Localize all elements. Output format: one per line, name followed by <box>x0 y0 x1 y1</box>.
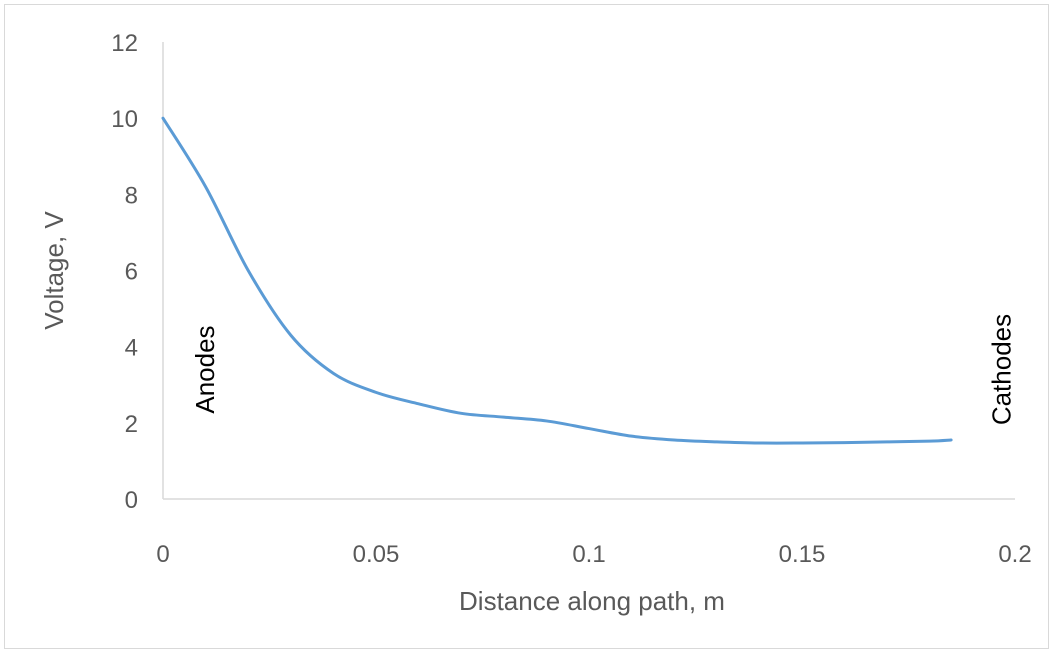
x-tick-label: 0.2 <box>998 541 1031 568</box>
y-tick-label: 8 <box>125 182 138 209</box>
voltage-line-chart: 0 2 4 6 8 10 12 0 0.05 0.1 0.15 0.2 Distance along p… <box>39 30 1032 616</box>
y-tick-label: 2 <box>125 411 138 438</box>
x-tick-label: 0.15 <box>779 541 826 568</box>
y-tick-label: 6 <box>125 259 138 286</box>
y-tick-label: 4 <box>125 335 138 362</box>
y-tick-label: 0 <box>125 487 138 514</box>
voltage-series-line <box>161 116 953 445</box>
y-axis-title: Voltage, V <box>39 211 69 330</box>
chart-frame: 0 2 4 6 8 10 12 0 0.05 0.1 0.15 0.2 Distance along p… <box>4 4 1049 649</box>
x-tick-label: 0.05 <box>353 541 400 568</box>
anodes-annotation: Anodes <box>190 325 220 413</box>
x-axis-title: Distance along path, m <box>459 586 725 616</box>
x-tick-label: 0 <box>156 541 169 568</box>
y-tick-label: 10 <box>111 106 138 133</box>
y-tick-label: 12 <box>111 30 138 57</box>
cathodes-annotation: Cathodes <box>987 314 1017 425</box>
x-tick-label: 0.1 <box>572 541 605 568</box>
